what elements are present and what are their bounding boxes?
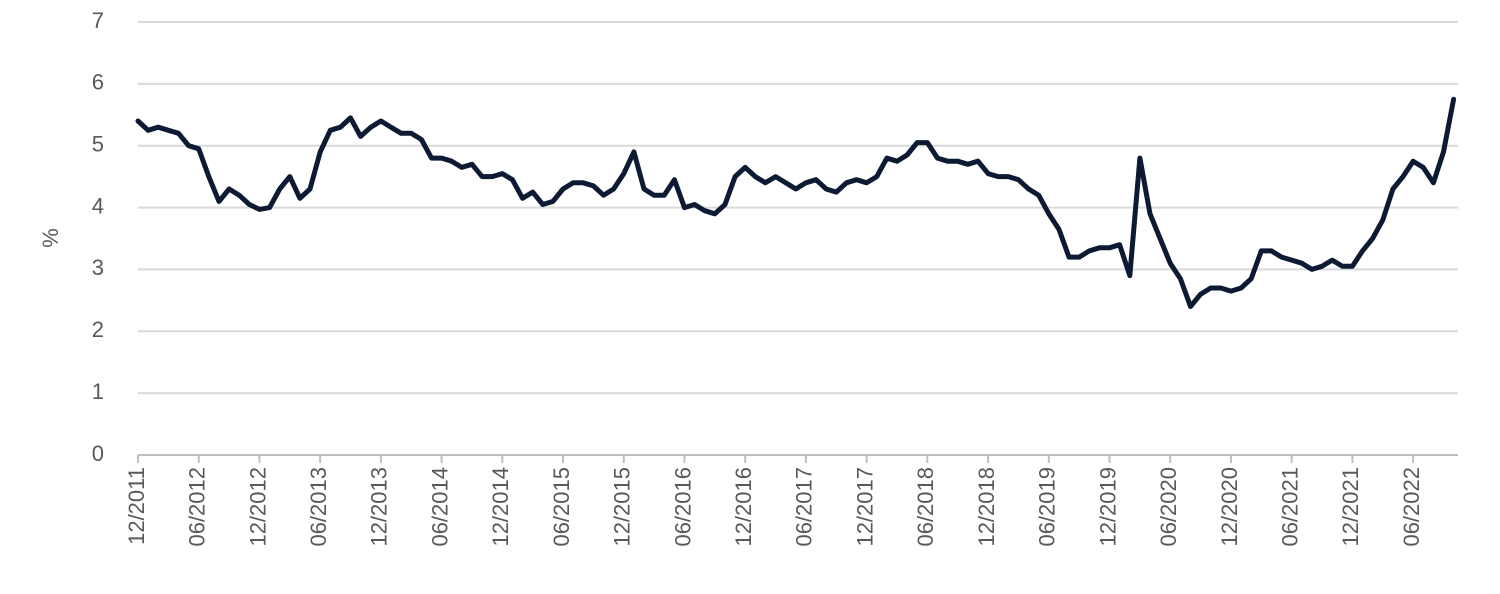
x-tick-label: 12/2018 — [974, 467, 999, 547]
y-tick-label: 0 — [92, 441, 104, 466]
x-tick-label: 06/2015 — [549, 467, 574, 547]
y-tick-label: 6 — [92, 70, 104, 95]
x-tick-label: 06/2019 — [1035, 467, 1060, 547]
x-tick-label: 06/2016 — [670, 467, 695, 547]
x-tick-label: 12/2020 — [1217, 467, 1242, 547]
x-tick-label: 12/2019 — [1095, 467, 1120, 547]
y-tick-label: 1 — [92, 379, 104, 404]
y-axis-label: % — [38, 228, 63, 248]
x-tick-label: 06/2014 — [427, 467, 452, 547]
x-tick-label: 12/2014 — [488, 467, 513, 547]
x-tick-label: 12/2016 — [731, 467, 756, 547]
x-tick-label: 12/2013 — [367, 467, 392, 547]
x-tick-label: 06/2021 — [1277, 467, 1302, 547]
y-tick-label: 2 — [92, 317, 104, 342]
x-tick-label: 12/2012 — [245, 467, 270, 547]
x-tick-label: 06/2018 — [913, 467, 938, 547]
x-tick-label: 06/2022 — [1399, 467, 1424, 547]
y-tick-label: 3 — [92, 255, 104, 280]
x-tick-label: 12/2017 — [852, 467, 877, 547]
x-tick-label: 12/2015 — [610, 467, 635, 547]
x-tick-label: 12/2011 — [124, 467, 149, 545]
x-tick-label: 12/2021 — [1338, 467, 1363, 547]
y-tick-label: 5 — [92, 132, 104, 157]
x-tick-label: 06/2012 — [185, 467, 210, 547]
x-tick-label: 06/2013 — [306, 467, 331, 547]
x-tick-label: 06/2020 — [1156, 467, 1181, 547]
x-tick-label: 06/2017 — [792, 467, 817, 547]
y-tick-label: 7 — [92, 8, 104, 33]
y-tick-label: 4 — [92, 193, 104, 218]
data-line — [135, 96, 1457, 309]
